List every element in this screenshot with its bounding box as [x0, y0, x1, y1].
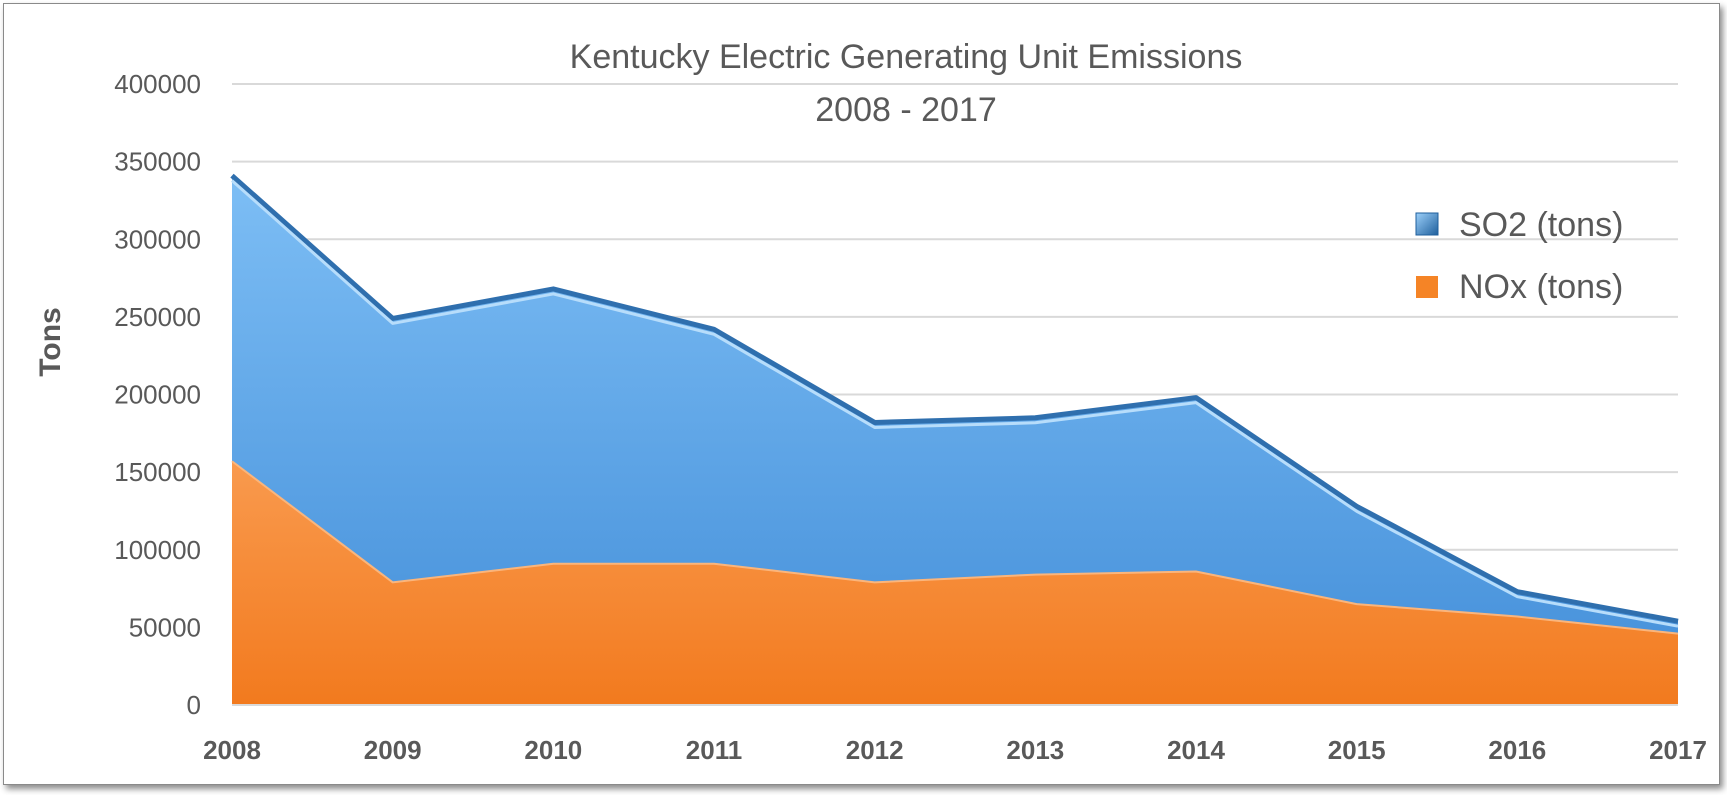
y-axis-title: Tons — [34, 307, 67, 376]
x-tick-label: 2010 — [524, 735, 582, 765]
legend-nox-label: NOx (tons) — [1459, 268, 1623, 306]
y-tick-label: 150000 — [114, 457, 201, 487]
chart-frame: 0 50000 100000 150000 200000 250000 300000 3500… — [3, 3, 1720, 785]
nox-area — [232, 461, 1678, 705]
nox-top-edge — [231, 460, 1679, 635]
legend-nox-swatch — [1416, 276, 1438, 298]
so2-top-highlight — [231, 179, 1679, 628]
chart-title: Kentucky Electric Generating Unit Emissi… — [570, 38, 1243, 76]
y-tick-label: 250000 — [114, 302, 201, 332]
y-tick-label: 400000 — [114, 69, 201, 99]
x-axis-ticks: 2008 2009 2010 2011 2012 2013 2014 2015 2016 2017 — [203, 735, 1707, 765]
y-tick-label: 100000 — [114, 535, 201, 565]
legend-so2-label: SO2 (tons) — [1459, 206, 1623, 244]
x-tick-label: 2016 — [1488, 735, 1546, 765]
y-axis-ticks: 0 50000 100000 150000 200000 250000 300000 3500… — [114, 69, 201, 720]
x-tick-label: 2015 — [1328, 735, 1386, 765]
stacked-areas — [230, 173, 1679, 706]
y-tick-label: 0 — [187, 690, 201, 720]
y-tick-label: 50000 — [129, 612, 201, 642]
x-tick-label: 2017 — [1649, 735, 1707, 765]
chart-titles: Kentucky Electric Generating Unit Emissi… — [34, 38, 1242, 377]
chart-subtitle: 2008 - 2017 — [815, 91, 997, 129]
y-tick-label: 350000 — [114, 147, 201, 177]
x-tick-label: 2014 — [1167, 735, 1225, 765]
x-tick-label: 2008 — [203, 735, 261, 765]
legend-so2-swatch — [1415, 212, 1439, 236]
x-tick-label: 2013 — [1006, 735, 1064, 765]
area-chart: 0 50000 100000 150000 200000 250000 300000 3500… — [34, 38, 1707, 765]
y-tick-label: 300000 — [114, 224, 201, 254]
so2-top-edge — [230, 173, 1679, 624]
x-tick-label: 2011 — [686, 735, 742, 765]
x-tick-label: 2012 — [846, 735, 904, 765]
x-tick-label: 2009 — [364, 735, 422, 765]
so2-area — [232, 175, 1678, 634]
legend: SO2 (tons) NOx (tons) — [1415, 206, 1623, 306]
y-tick-label: 200000 — [114, 380, 201, 410]
